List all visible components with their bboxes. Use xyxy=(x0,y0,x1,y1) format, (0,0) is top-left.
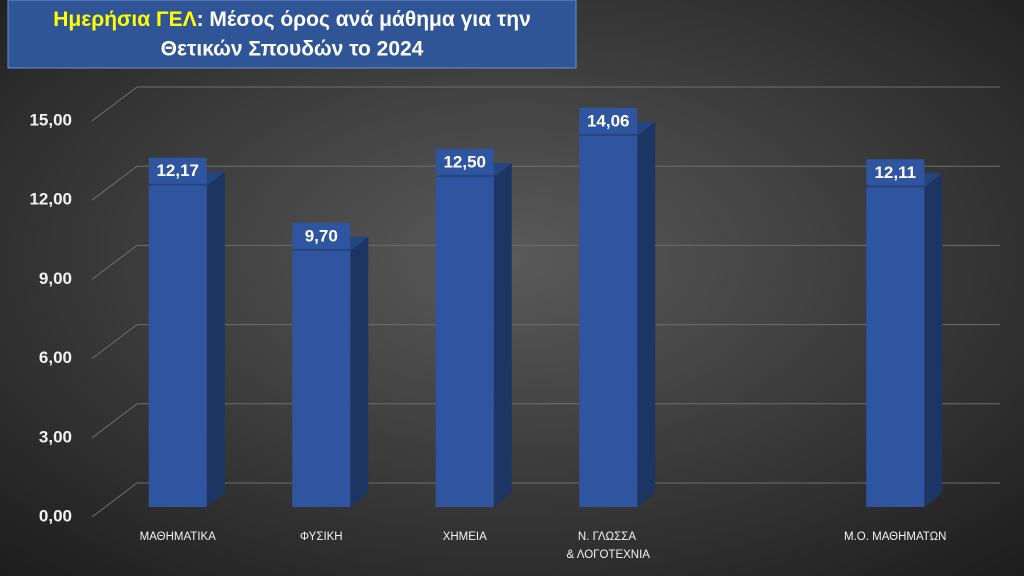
bar xyxy=(292,250,351,508)
x-tick-label: ΜΑΘΗΜΑΤΙΚΑ xyxy=(140,531,217,543)
value-label: 12,11 xyxy=(874,163,916,182)
value-label: 12,50 xyxy=(443,152,486,171)
grid-line xyxy=(91,244,1000,280)
y-tick-label: 15,00 xyxy=(29,110,72,129)
value-label-box xyxy=(866,159,925,186)
value-label-box xyxy=(579,107,638,134)
value-label: 14,06 xyxy=(587,111,630,130)
grid-line xyxy=(91,482,1000,518)
value-label-box xyxy=(292,222,351,249)
x-tick-label: Μ.Ο. ΜΑΘΗΜΑΤΩΝ xyxy=(844,531,946,543)
x-tick-label-line: Ν. ΓΛΩΣΣΑ xyxy=(578,531,639,543)
value-label: 9,70 xyxy=(305,226,338,245)
bar-side xyxy=(493,163,512,507)
bar-side xyxy=(924,173,943,507)
bar-side xyxy=(637,121,656,507)
value-label: 12,17 xyxy=(156,161,199,180)
chart-title: Ημερήσια ΓΕΛ: Μέσος όρος ανά μάθημα για … xyxy=(53,8,531,31)
bar xyxy=(866,187,925,507)
bar xyxy=(579,135,638,508)
grid-line xyxy=(91,403,1000,439)
grid-line xyxy=(91,324,1000,359)
chart-title-line2: Θετικών Σπουδών το 2024 xyxy=(161,38,424,61)
y-tick-label: 9,00 xyxy=(39,269,72,288)
grid-line xyxy=(91,86,1000,122)
y-tick-label: 0,00 xyxy=(39,506,72,525)
grid-line xyxy=(91,165,1000,201)
x-tick-label: ΦΥΣΙΚΗ xyxy=(300,531,343,543)
title-box xyxy=(7,0,577,69)
value-label-box xyxy=(148,157,207,184)
y-tick-label: 3,00 xyxy=(39,427,72,446)
title-rest: : Μέσος όρος ανά μάθημα για την xyxy=(197,8,531,31)
x-tick-label-line: & ΛΟΓΟΤΕΧΝΙΑ xyxy=(567,549,651,561)
value-label-box xyxy=(435,149,494,175)
bar-side xyxy=(206,171,225,507)
x-tick-label: Ν. ΓΛΩΣΣΑ & ΛΟΓΟΤΕΧΝΙΑ xyxy=(567,531,651,561)
title-highlight: Ημερήσια ΓΕΛ xyxy=(53,8,196,31)
bar-side xyxy=(350,236,369,508)
bar xyxy=(148,185,207,507)
bar xyxy=(435,177,494,507)
x-tick-label: ΧΗΜΕΙΑ xyxy=(443,531,487,543)
y-tick-label: 12,00 xyxy=(29,190,72,209)
y-tick-label: 6,00 xyxy=(39,348,72,367)
